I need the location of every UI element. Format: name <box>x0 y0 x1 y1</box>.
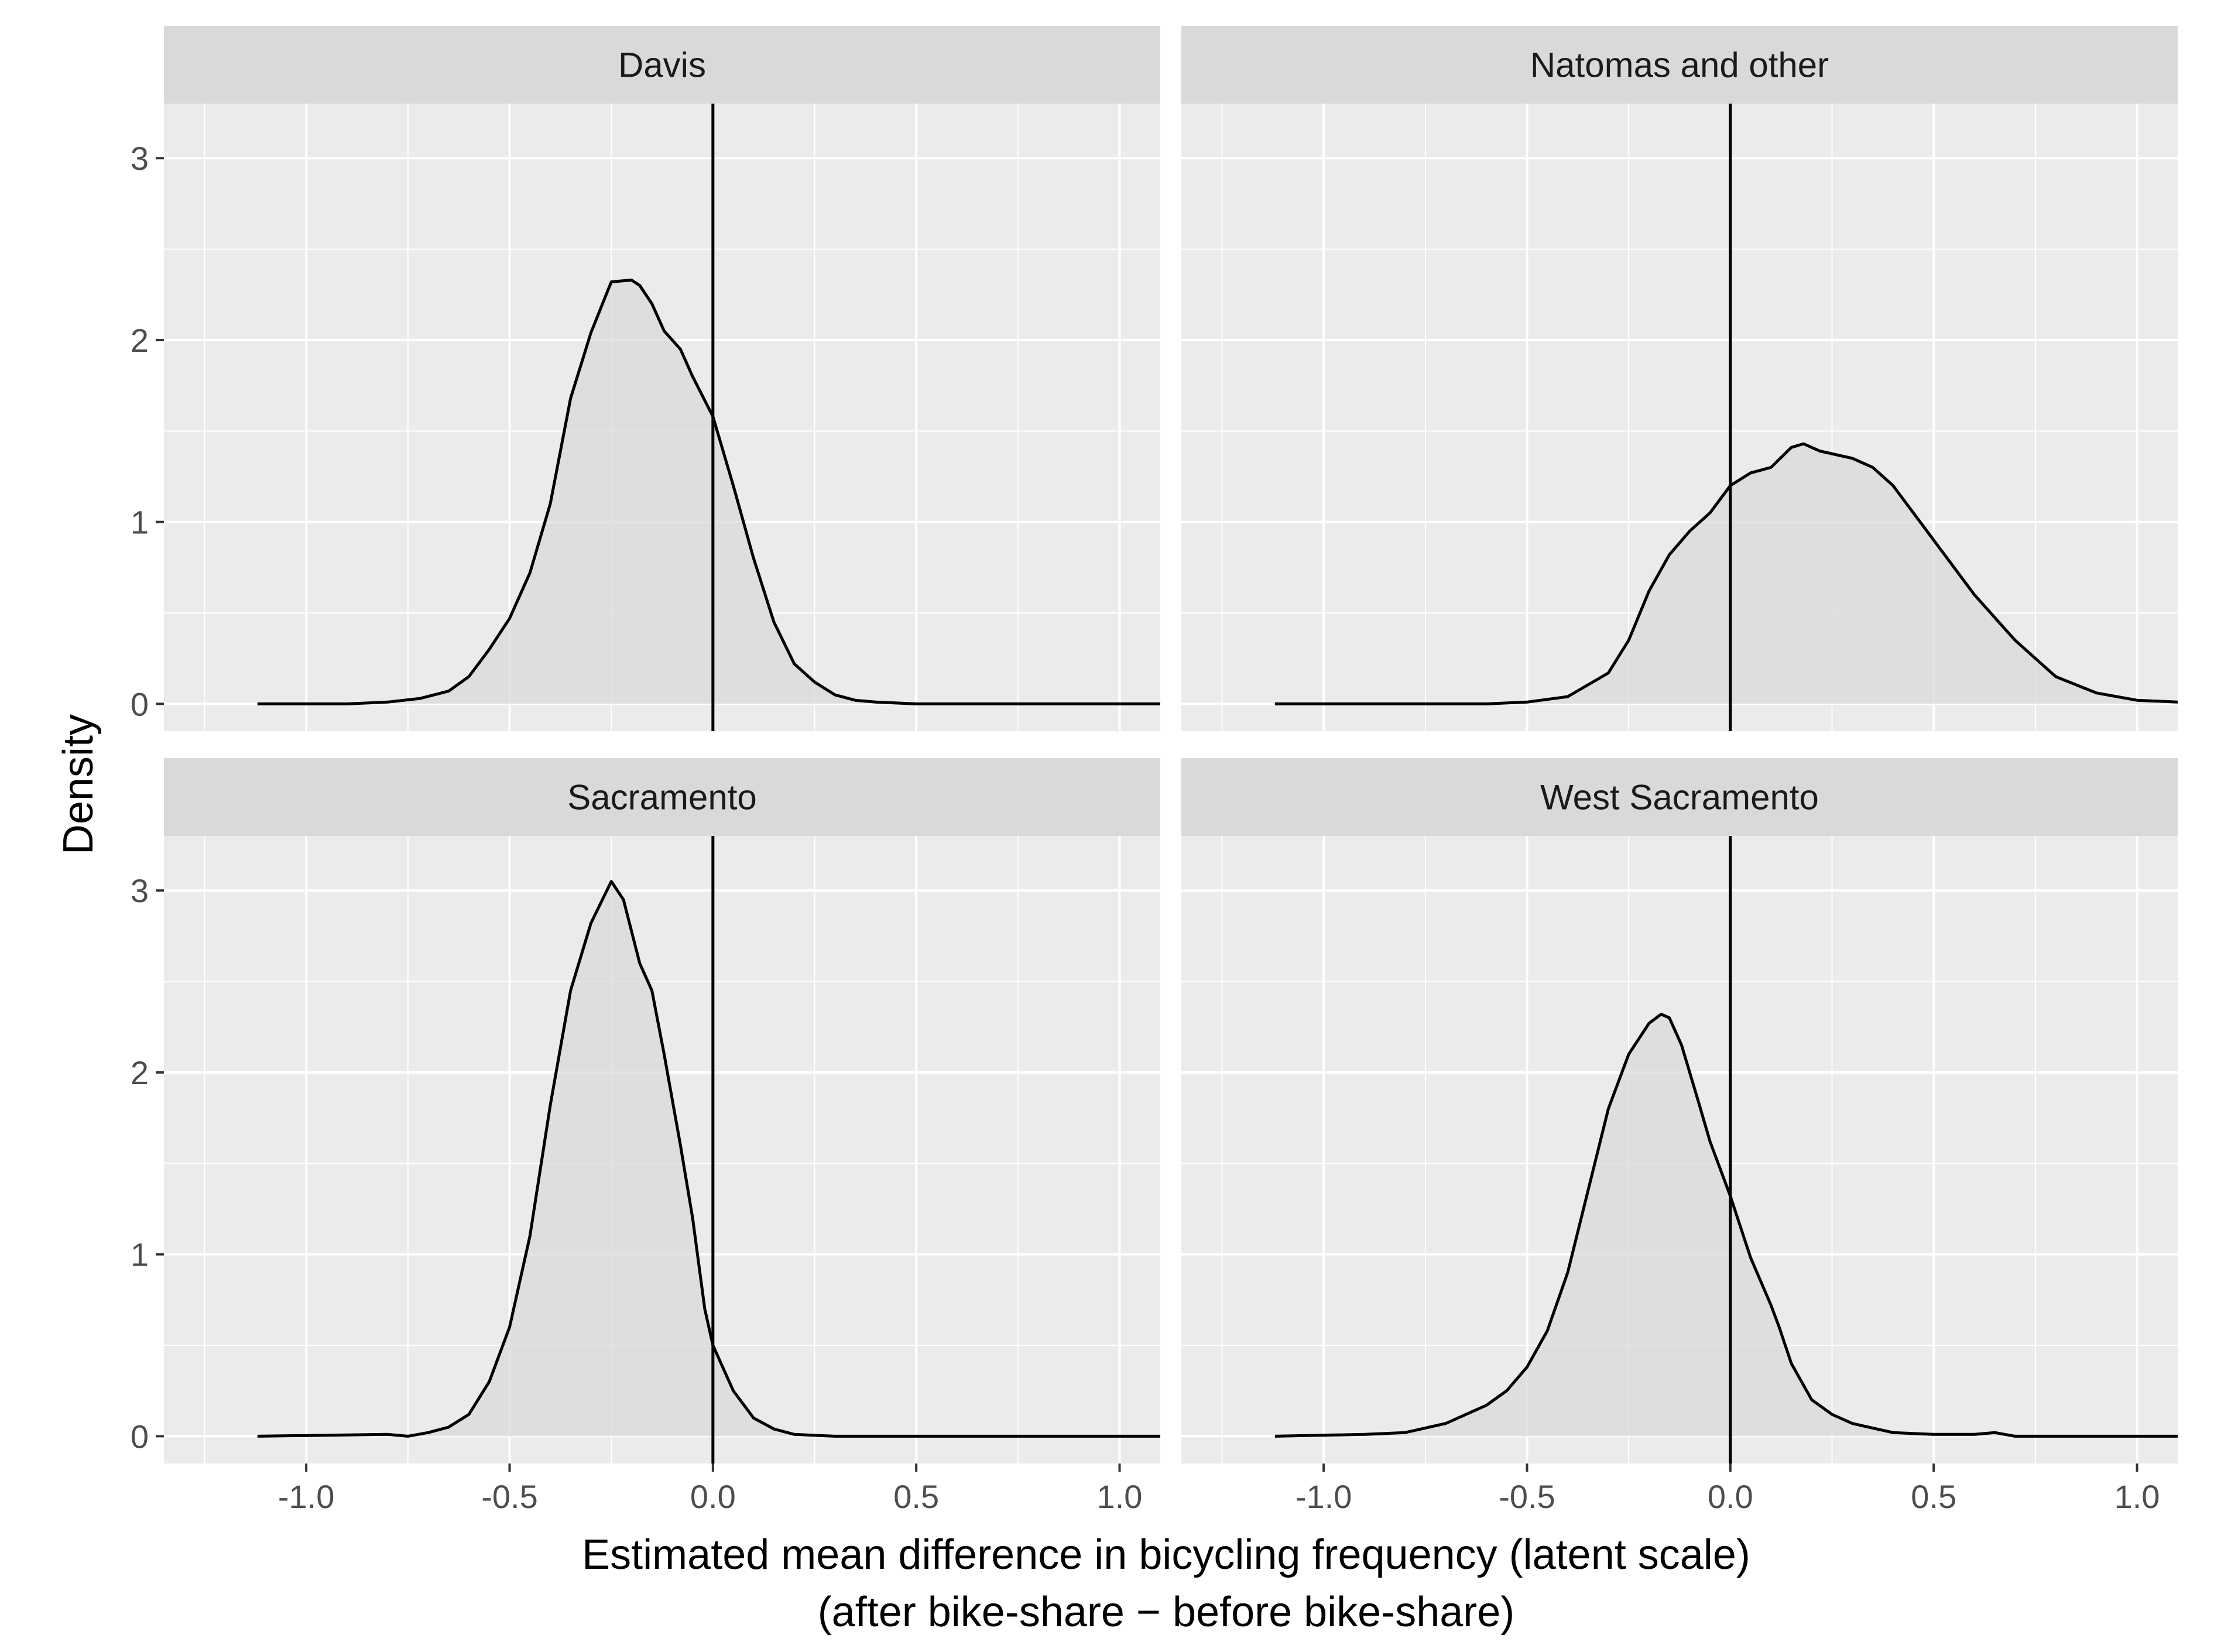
facet-strip-title: Sacramento <box>567 778 757 817</box>
facet-strip <box>164 758 1160 836</box>
facet-strip-title: West Sacramento <box>1540 778 1819 817</box>
x-tick-label: -1.0 <box>278 1478 335 1515</box>
x-tick-label: 0.5 <box>1911 1478 1956 1515</box>
density-curve <box>257 278 1160 705</box>
x-tick-label: -0.5 <box>1499 1478 1555 1515</box>
x-tick-label: 0.0 <box>1708 1478 1753 1515</box>
y-tick-label: 1 <box>131 504 149 541</box>
panels-layer: Davis 0 1 2 3 Natomas and other Sacramento 0 1 2 3… <box>131 26 2178 1515</box>
panel-natomas-and-other: Natomas and other <box>1181 26 2178 731</box>
density-area <box>1274 1014 2178 1437</box>
facet-strip <box>1181 758 2178 836</box>
x-tick-label: 0.0 <box>690 1478 736 1515</box>
y-tick-label: 3 <box>131 872 149 909</box>
density-curve <box>257 880 1160 1438</box>
x-axis-title-line1: Estimated mean difference in bicycling f… <box>582 1531 1750 1578</box>
density-area <box>1274 444 2178 704</box>
panel-west-sacramento: West Sacramento -1.0 -0.5 0.0 0.5 1.0 <box>1181 758 2178 1515</box>
x-tick-label: -1.0 <box>1296 1478 1352 1515</box>
y-tick-label: 0 <box>131 1418 149 1455</box>
y-tick-label: 3 <box>131 140 149 177</box>
x-tick-label: 1.0 <box>2114 1478 2160 1515</box>
panel-davis: Davis 0 1 2 3 <box>131 26 1160 731</box>
x-tick-label: 1.0 <box>1097 1478 1143 1515</box>
x-axis-title-line2: (after bike-share − before bike-share) <box>818 1589 1515 1636</box>
facet-strip-title: Davis <box>618 46 706 85</box>
x-tick-label: -0.5 <box>481 1478 538 1515</box>
density-curve <box>1274 442 2178 705</box>
y-tick-label: 0 <box>131 686 149 722</box>
y-axis-title: Density <box>55 714 102 855</box>
y-tick-label: 2 <box>131 1054 149 1091</box>
facet-strip <box>164 26 1160 104</box>
facet-strip <box>1181 26 2178 104</box>
y-tick-label: 1 <box>131 1236 149 1273</box>
panel-sacramento: Sacramento 0 1 2 3 -1.0 -0.5 0.0 0.5 1.0 <box>131 758 1160 1515</box>
density-area <box>257 280 1160 704</box>
facet-strip-title: Natomas and other <box>1530 46 1829 85</box>
y-tick-label: 2 <box>131 322 149 359</box>
x-tick-label: 0.5 <box>893 1478 939 1515</box>
density-curve <box>1274 1013 2178 1438</box>
